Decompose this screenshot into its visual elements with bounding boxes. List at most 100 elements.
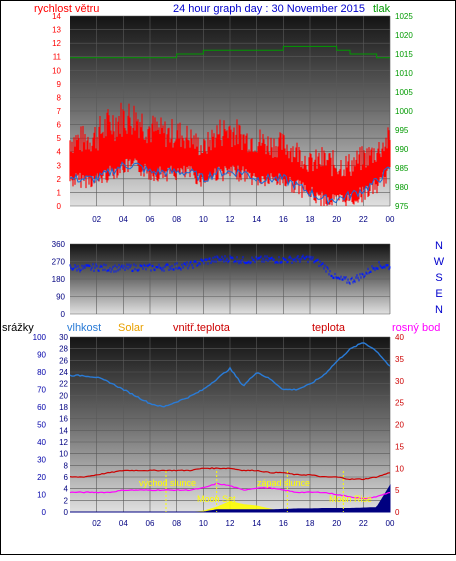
time-tick-label: 18: [306, 519, 315, 528]
pressure-tick-label: 1020: [395, 31, 413, 40]
time-tick-label: 22: [359, 519, 368, 528]
pressure-label: tlak: [373, 3, 391, 15]
temp-tick-label: 30: [395, 377, 404, 386]
time-tick-label: 10: [199, 519, 208, 528]
temp-tick-label: 10: [395, 464, 404, 473]
time-tick-label: 16: [279, 519, 288, 528]
wind-tick-label: 5: [57, 134, 62, 143]
humidity-tick-label: 70: [37, 386, 46, 395]
pressure-tick-label: 980: [395, 183, 409, 192]
time-tick-label: 08: [172, 519, 181, 528]
rain-scale-tick-label: 4: [64, 485, 69, 494]
rain-scale-tick-label: 12: [59, 438, 68, 447]
rain-scale-tick-label: 26: [59, 356, 68, 365]
direction-tick-label: 0: [61, 310, 66, 319]
time-tick-label: 22: [359, 215, 368, 224]
compass-label: W: [434, 256, 445, 268]
chart-title: 24 hour graph day : 30 November 2015: [173, 3, 365, 15]
rain-scale-tick-label: 28: [59, 345, 68, 354]
rain-label: srážky: [2, 322, 34, 334]
time-tick-label: 06: [146, 519, 155, 528]
pressure-tick-label: 1025: [395, 12, 413, 21]
rain-scale-tick-label: 10: [59, 450, 68, 459]
wind-tick-label: 11: [53, 53, 62, 62]
time-tick-label: 02: [92, 215, 101, 224]
time-tick-label: 20: [332, 215, 341, 224]
time-tick-label: 04: [119, 519, 128, 528]
temp-tick-label: 35: [395, 355, 404, 364]
inside-temp-label: vnitř.teplota: [173, 322, 231, 334]
compass-label: N: [435, 240, 443, 252]
rain-scale-tick-label: 30: [59, 333, 68, 342]
temp-tick-label: 5: [395, 486, 400, 495]
temp-tick-label: 25: [395, 399, 404, 408]
wind-tick-label: 0: [57, 202, 62, 211]
direction-tick-label: 270: [52, 258, 66, 267]
pressure-tick-label: 1005: [395, 88, 413, 97]
direction-tick-label: 180: [52, 275, 66, 284]
time-tick-label: 10: [199, 215, 208, 224]
wind-tick-label: 8: [57, 93, 62, 102]
pressure-line: [70, 45, 390, 59]
rain-area: [70, 484, 391, 513]
humidity-tick-label: 50: [37, 421, 46, 430]
pressure-tick-label: 990: [395, 145, 409, 154]
temp-label: teplota: [312, 322, 346, 334]
axis-labels: 0123456789101112131497598098599099510001…: [33, 12, 445, 528]
pressure-tick-label: 1010: [395, 69, 413, 78]
wind-tick-label: 3: [57, 161, 62, 170]
wind-tick-label: 13: [52, 26, 61, 35]
rain-scale-tick-label: 16: [59, 415, 68, 424]
rain-scale-tick-label: 18: [59, 403, 68, 412]
moonrise-annotation: Moon Rise: [329, 494, 372, 504]
wind-tick-label: 7: [57, 107, 62, 116]
time-tick-label: 20: [332, 519, 341, 528]
time-tick-label: 02: [92, 519, 101, 528]
pressure-tick-label: 1015: [395, 50, 413, 59]
compass-label: E: [435, 288, 442, 300]
rain-scale-tick-label: 0: [64, 508, 69, 517]
wind-tick-label: 14: [52, 12, 61, 21]
humidity-tick-label: 30: [37, 456, 46, 465]
humidity-tick-label: 20: [37, 473, 46, 482]
solar-label: Solar: [118, 322, 144, 334]
dewpoint-line: [69, 482, 391, 500]
direction-tick-label: 360: [52, 240, 66, 249]
rain-scale-tick-label: 8: [64, 461, 69, 470]
rain-scale-tick-label: 24: [59, 368, 68, 377]
humidity-tick-label: 80: [37, 368, 46, 377]
sunset-annotation: západ slunce: [257, 478, 310, 488]
humidity-line: [69, 342, 391, 408]
humidity-tick-label: 60: [37, 403, 46, 412]
dewpoint-label: rosný bod: [392, 322, 440, 334]
temperature-line: [69, 467, 391, 481]
temp-tick-label: 15: [395, 442, 404, 451]
wind-tick-label: 4: [57, 148, 62, 157]
rain-scale-tick-label: 6: [64, 473, 69, 482]
rain-scale-tick-label: 14: [59, 426, 68, 435]
compass-label: N: [435, 304, 443, 316]
pressure-tick-label: 985: [395, 164, 409, 173]
rain-scale-tick-label: 22: [59, 380, 68, 389]
direction-tick-label: 90: [56, 293, 65, 302]
rain-scale-tick-label: 20: [59, 391, 68, 400]
compass-label: S: [435, 272, 442, 284]
moonset-annotation: Moon Set: [197, 494, 236, 504]
wind-tick-label: 1: [57, 188, 62, 197]
temp-tick-label: 40: [395, 333, 404, 342]
wind-tick-label: 9: [57, 80, 62, 89]
sunrise-annotation: východ slunce: [139, 478, 196, 488]
solar-area: [70, 501, 390, 512]
time-tick-label: 08: [172, 215, 181, 224]
pressure-tick-label: 975: [395, 202, 409, 211]
pressure-tick-label: 995: [395, 126, 409, 135]
wind-average-line: [69, 161, 391, 206]
wind-tick-label: 10: [52, 66, 61, 75]
humidity-label: vlhkost: [67, 322, 101, 334]
time-tick-label: 06: [146, 215, 155, 224]
wind-tick-label: 12: [52, 39, 61, 48]
wind-tick-label: 6: [57, 121, 62, 130]
temp-tick-label: 0: [395, 508, 400, 517]
